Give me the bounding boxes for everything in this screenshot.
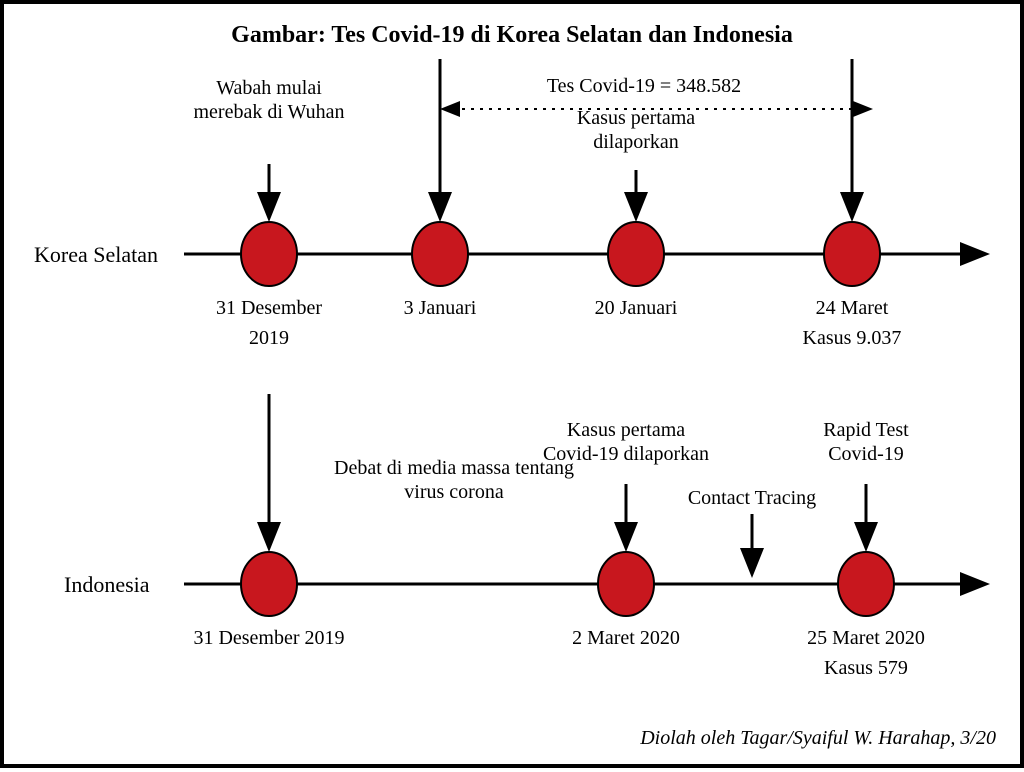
svg-text:31 Desember 2019: 31 Desember 2019 [193, 627, 344, 649]
svg-text:Kasus pertama: Kasus pertama [577, 107, 695, 129]
svg-text:virus corona: virus corona [404, 481, 504, 503]
svg-text:dilaporkan: dilaporkan [593, 131, 679, 153]
svg-text:20 Januari: 20 Januari [595, 297, 678, 319]
svg-text:Covid-19 dilaporkan: Covid-19 dilaporkan [543, 443, 709, 465]
timeline-svg: Wabah mulaimerebak di Wuhan 31 Desember 20… [4, 4, 1024, 772]
svg-text:merebak di Wuhan: merebak di Wuhan [194, 101, 345, 123]
svg-text:3 Januari: 3 Januari [404, 297, 477, 319]
svg-text:24 Maret: 24 Maret [816, 297, 889, 319]
svg-text:Tes Covid-19 = 348.582: Tes Covid-19 = 348.582 [547, 75, 741, 97]
svg-text:2 Maret 2020: 2 Maret 2020 [572, 627, 680, 649]
svg-text:Kasus 9.037: Kasus 9.037 [803, 327, 902, 349]
svg-text:Covid-19: Covid-19 [828, 443, 904, 465]
diagram-frame: Gambar: Tes Covid-19 di Korea Selatan da… [0, 0, 1024, 768]
svg-text:Kasus pertama: Kasus pertama [567, 419, 685, 441]
svg-text:2019: 2019 [249, 327, 289, 349]
svg-text:Debat di media massa tentang: Debat di media massa tentang [334, 457, 574, 479]
footer-credit: Diolah oleh Tagar/Syaiful W. Harahap, 3/… [640, 727, 996, 750]
svg-text:25 Maret 2020: 25 Maret 2020 [807, 627, 925, 649]
svg-text:Wabah mulai: Wabah mulai [216, 77, 322, 99]
svg-text:Contact Tracing: Contact Tracing [688, 487, 816, 509]
svg-text:Kasus 579: Kasus 579 [824, 657, 908, 679]
svg-text:31 Desember: 31 Desember [216, 297, 322, 319]
svg-text:Rapid Test: Rapid Test [823, 419, 909, 441]
